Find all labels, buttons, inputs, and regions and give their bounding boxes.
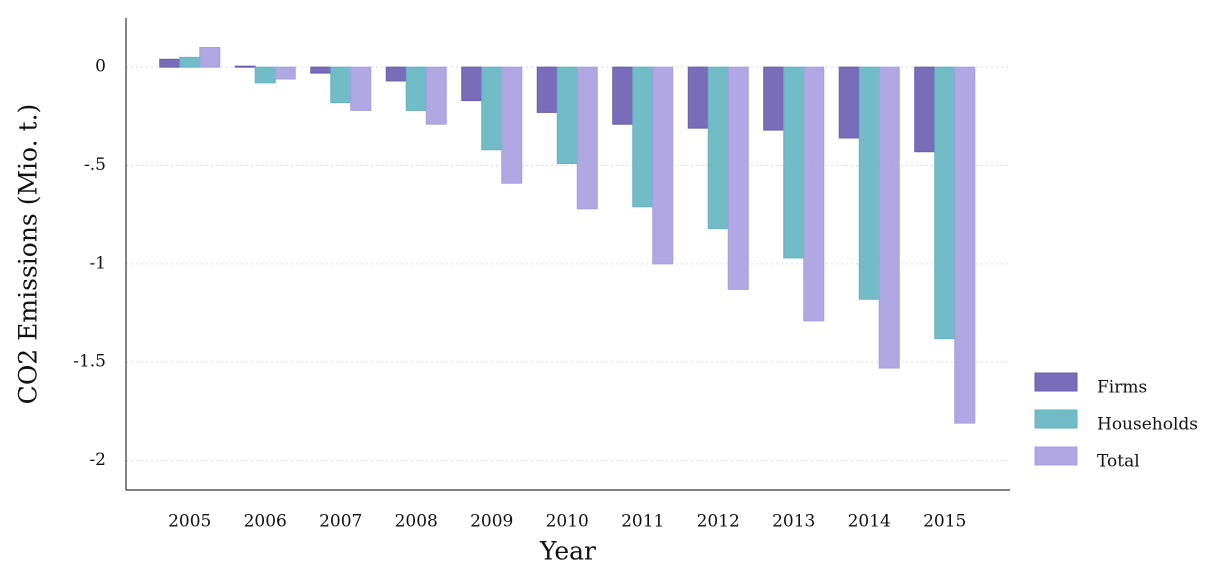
- bar: [612, 66, 634, 125]
- legend-label: Total: [1097, 452, 1140, 472]
- legend-label: Households: [1097, 415, 1198, 435]
- bar: [763, 66, 785, 131]
- bar: [858, 66, 880, 300]
- x-axis-title: Year: [539, 537, 596, 566]
- bar: [330, 66, 352, 104]
- bar: [159, 58, 181, 68]
- x-tick-label: 2013: [772, 512, 815, 532]
- bar: [838, 66, 860, 139]
- x-tick-label: 2006: [244, 512, 287, 532]
- x-tick-label: 2008: [395, 512, 438, 532]
- bar: [405, 66, 427, 111]
- bar: [310, 66, 332, 74]
- bar: [199, 47, 221, 68]
- bar: [385, 66, 407, 82]
- y-tick-label: -2: [89, 450, 106, 470]
- bar: [536, 66, 558, 113]
- x-tick-label: 2005: [168, 512, 211, 532]
- legend-swatch: [1034, 372, 1078, 392]
- x-tick-label: 2015: [923, 512, 966, 532]
- bar: [461, 66, 483, 102]
- legend-label: Firms: [1097, 378, 1147, 398]
- bar: [274, 66, 296, 80]
- bar: [652, 66, 674, 265]
- bar: [914, 66, 936, 153]
- bar: [687, 66, 709, 129]
- x-tick-label: 2011: [621, 512, 664, 532]
- bar: [179, 56, 201, 68]
- x-tick-label: 2010: [546, 512, 589, 532]
- bar: [803, 66, 825, 322]
- bar: [954, 66, 976, 424]
- x-tick-label: 2007: [319, 512, 362, 532]
- bar: [234, 65, 256, 68]
- legend-swatch: [1034, 409, 1078, 429]
- bar: [783, 66, 805, 259]
- bar: [481, 66, 503, 151]
- y-tick-label: -1.5: [73, 352, 106, 372]
- bar: [425, 66, 447, 125]
- bar: [632, 66, 654, 208]
- legend-swatch: [1034, 446, 1078, 466]
- bar: [878, 66, 900, 369]
- bar: [556, 66, 578, 165]
- x-tick-label: 2014: [848, 512, 891, 532]
- x-tick-label: 2012: [697, 512, 740, 532]
- bar: [350, 66, 372, 111]
- y-tick-label: -1: [89, 253, 106, 273]
- y-tick-label: -.5: [84, 155, 106, 175]
- bar: [501, 66, 523, 184]
- bar: [576, 66, 598, 210]
- y-tick-label: 0: [95, 57, 106, 77]
- y-axis-title: CO2 Emissions (Mio. t.): [14, 104, 43, 405]
- bar: [254, 66, 276, 84]
- bar: [707, 66, 729, 229]
- x-tick-label: 2009: [470, 512, 513, 532]
- bar: [934, 66, 956, 340]
- bar: [727, 66, 749, 290]
